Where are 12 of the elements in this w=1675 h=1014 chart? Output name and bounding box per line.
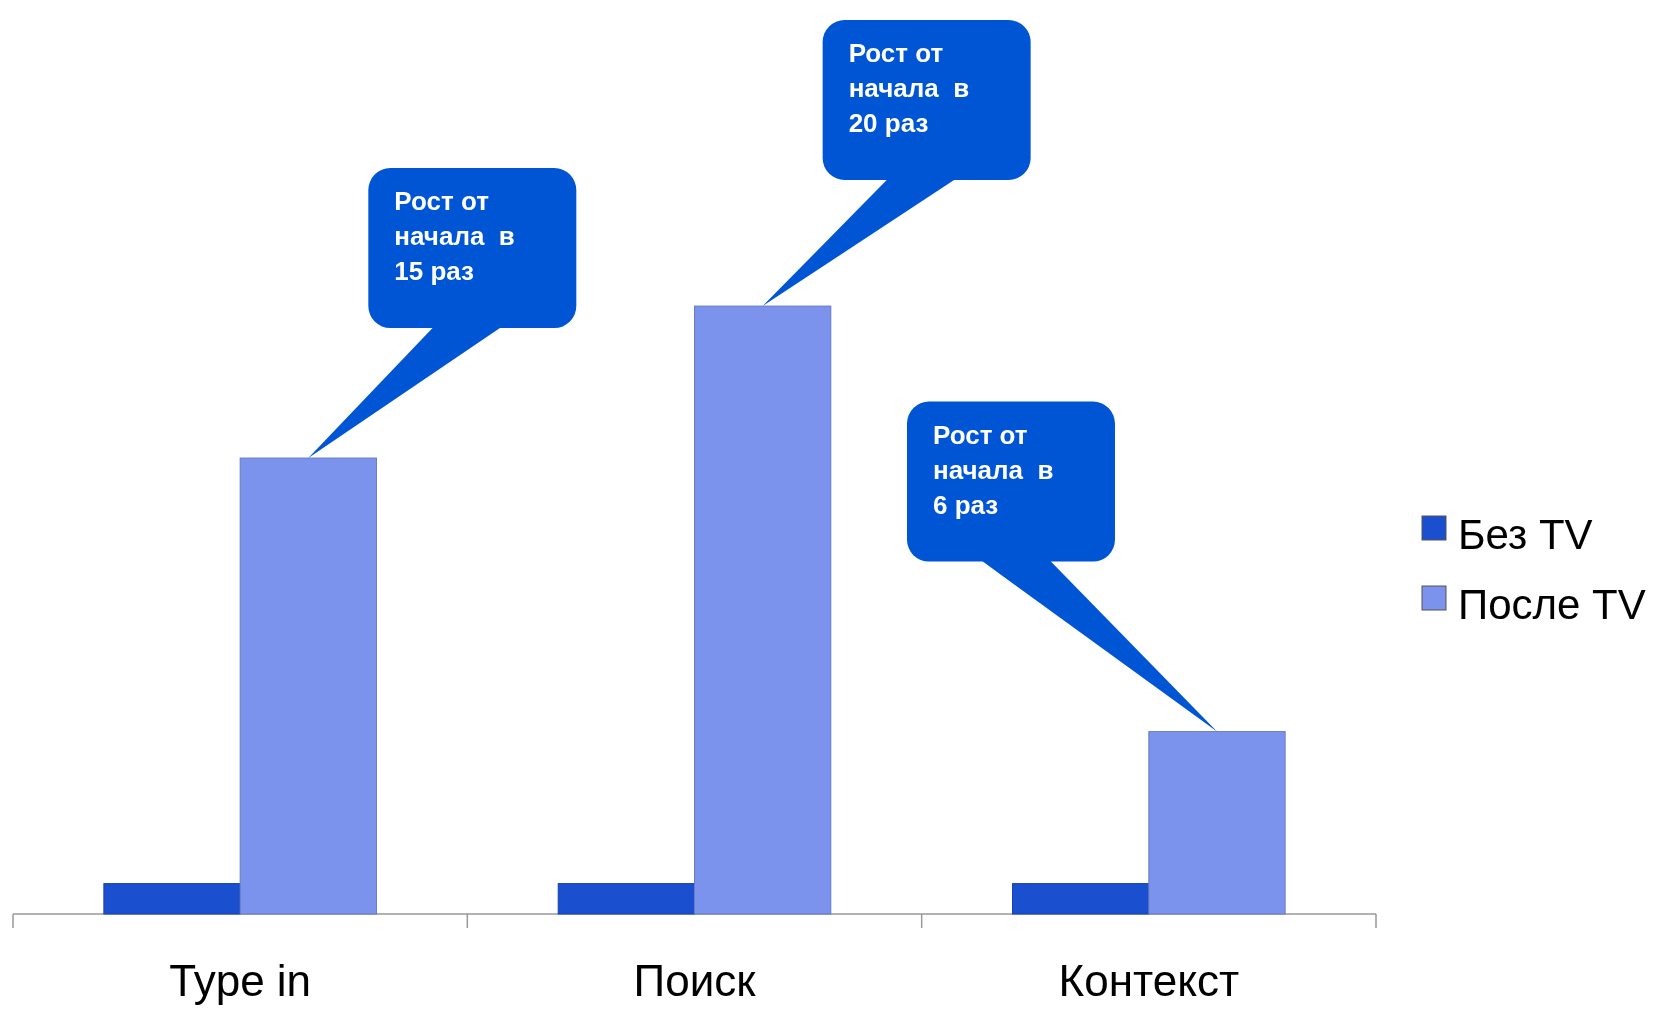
speech-bubble: Рост от начала в 6 раз bbox=[907, 401, 1217, 732]
legend-label: Без TV bbox=[1458, 511, 1593, 559]
bar bbox=[557, 883, 695, 915]
legend-label: После TV bbox=[1458, 581, 1646, 629]
speech-bubble: Рост от начала в 20 раз bbox=[762, 20, 1031, 307]
x-tick-label: Контекст bbox=[1058, 956, 1240, 1005]
x-tick-label: Type in bbox=[169, 956, 312, 1005]
speech-bubble: Рост от начала в 15 раз bbox=[308, 168, 577, 459]
annotation: Рост от начала в 6 раз bbox=[932, 419, 1054, 520]
x-tick-label: Поиск bbox=[633, 956, 757, 1005]
bar bbox=[1012, 883, 1150, 915]
bar bbox=[103, 883, 241, 915]
